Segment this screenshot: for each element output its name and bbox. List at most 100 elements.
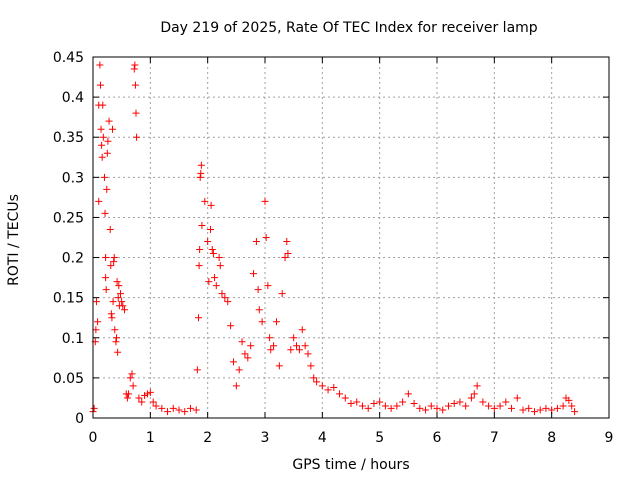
data-point bbox=[99, 101, 107, 109]
data-point bbox=[262, 234, 270, 241]
data-point bbox=[229, 358, 237, 366]
data-point bbox=[112, 338, 120, 346]
data-point bbox=[387, 404, 395, 412]
chart-title: Day 219 of 2025, Rate Of TEC Index for r… bbox=[160, 20, 537, 36]
data-point bbox=[433, 404, 441, 412]
data-point bbox=[211, 274, 219, 282]
data-point bbox=[212, 282, 220, 290]
data-point bbox=[132, 109, 140, 117]
y-tick-label: 0 bbox=[75, 411, 84, 427]
x-tick-label: 2 bbox=[203, 430, 212, 446]
data-point bbox=[341, 394, 349, 402]
data-point bbox=[106, 225, 114, 233]
data-point bbox=[358, 402, 366, 410]
data-point bbox=[530, 408, 538, 416]
data-point bbox=[131, 61, 139, 69]
data-point bbox=[324, 386, 332, 394]
data-point bbox=[244, 354, 252, 362]
data-point bbox=[301, 342, 309, 350]
data-point bbox=[111, 326, 119, 334]
data-point bbox=[462, 402, 470, 410]
data-point bbox=[192, 406, 200, 414]
data-point bbox=[121, 306, 129, 314]
data-point bbox=[201, 197, 209, 205]
x-tick-label: 5 bbox=[375, 430, 384, 446]
data-point bbox=[102, 286, 110, 294]
data-point bbox=[109, 298, 117, 306]
data-point bbox=[113, 278, 121, 286]
data-point bbox=[519, 406, 527, 414]
data-point bbox=[101, 209, 109, 217]
data-point bbox=[485, 402, 493, 410]
data-point bbox=[107, 262, 115, 270]
data-point bbox=[278, 290, 286, 298]
y-tick-label: 0.35 bbox=[53, 130, 84, 146]
y-tick-label: 0.15 bbox=[53, 291, 84, 307]
data-point bbox=[207, 201, 215, 209]
data-point bbox=[347, 400, 355, 408]
data-point bbox=[196, 173, 204, 181]
data-point bbox=[450, 400, 458, 408]
data-point bbox=[104, 137, 112, 145]
data-point bbox=[254, 286, 262, 294]
data-point bbox=[473, 382, 481, 390]
data-point bbox=[215, 254, 223, 262]
data-point bbox=[250, 270, 258, 278]
data-point bbox=[105, 117, 113, 125]
data-point bbox=[218, 290, 226, 298]
data-point bbox=[158, 404, 166, 412]
data-point bbox=[115, 282, 123, 290]
data-point bbox=[198, 221, 206, 229]
data-point bbox=[508, 404, 516, 412]
x-tick-label: 1 bbox=[146, 430, 155, 446]
data-point bbox=[258, 318, 266, 326]
data-point bbox=[267, 346, 275, 354]
axis-ticks bbox=[92, 56, 610, 419]
data-point bbox=[370, 400, 378, 408]
data-point bbox=[252, 238, 260, 246]
data-point bbox=[207, 225, 215, 233]
data-point bbox=[94, 318, 102, 326]
data-point bbox=[290, 334, 298, 342]
data-point bbox=[103, 149, 111, 157]
data-point bbox=[99, 133, 107, 141]
data-point bbox=[293, 342, 301, 350]
data-point bbox=[125, 390, 133, 398]
data-point bbox=[114, 294, 122, 302]
data-point bbox=[117, 290, 125, 298]
data-point bbox=[118, 298, 126, 306]
data-point bbox=[102, 274, 110, 282]
data-point bbox=[304, 350, 312, 358]
data-point bbox=[313, 378, 321, 386]
data-point bbox=[224, 298, 232, 306]
data-point bbox=[92, 326, 100, 334]
data-point bbox=[427, 402, 435, 410]
y-tick-label: 0.2 bbox=[62, 251, 84, 267]
data-point bbox=[525, 404, 533, 412]
data-point bbox=[113, 334, 121, 342]
data-point bbox=[283, 238, 291, 246]
data-point bbox=[565, 396, 573, 404]
data-point bbox=[399, 398, 407, 406]
data-point bbox=[272, 318, 280, 326]
data-point bbox=[96, 81, 104, 89]
data-point bbox=[513, 394, 521, 402]
data-point bbox=[146, 388, 154, 396]
data-point bbox=[133, 133, 141, 141]
data-point bbox=[164, 408, 172, 416]
data-point bbox=[181, 408, 189, 416]
data-point bbox=[255, 306, 263, 314]
data-point bbox=[298, 326, 306, 334]
data-point bbox=[123, 394, 131, 402]
y-tick-label: 0.1 bbox=[62, 331, 84, 347]
data-point bbox=[143, 390, 151, 398]
y-tick-label: 0.45 bbox=[53, 50, 84, 66]
data-point bbox=[131, 81, 139, 89]
data-point bbox=[275, 362, 283, 370]
data-point bbox=[456, 398, 464, 406]
data-point bbox=[266, 334, 274, 342]
data-point bbox=[102, 254, 110, 262]
data-point bbox=[186, 404, 194, 412]
data-point bbox=[479, 398, 487, 406]
